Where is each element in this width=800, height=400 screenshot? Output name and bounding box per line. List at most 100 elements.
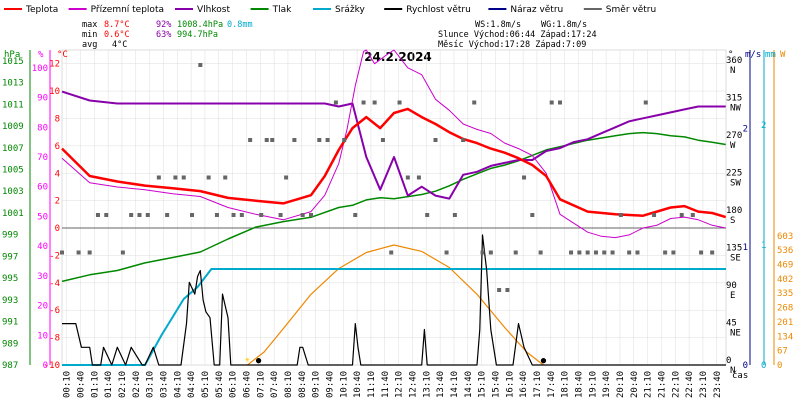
- stat-min-label: min: [82, 30, 97, 40]
- x-tick-29: 14:40: [464, 371, 474, 398]
- x-tick-12: 06:10: [229, 371, 239, 398]
- solar-tick-5: 268: [777, 304, 793, 314]
- x-tick-28: 14:10: [450, 371, 460, 398]
- info-wg: WG:1.8m/s: [541, 20, 587, 30]
- hpa-tick-9: 997: [2, 252, 18, 262]
- wind-dir-point-39: [405, 175, 410, 180]
- x-tick-6: 03:10: [146, 371, 156, 398]
- x-tick-11: 05:40: [215, 371, 225, 398]
- chart-title: 24.2.2024: [364, 50, 432, 64]
- x-tick-24: 12:10: [395, 371, 405, 398]
- stat-max-press: 1008.4hPa: [177, 20, 223, 30]
- wind-dir-point-65: [635, 250, 640, 255]
- hpa-tick-7: 1001: [2, 209, 24, 219]
- celsius-tick-4: 4: [55, 169, 60, 179]
- x-axis-label: čas: [732, 370, 748, 381]
- x-tick-13: 06:40: [242, 371, 252, 398]
- wind-dir-point-4: [104, 213, 109, 217]
- wind-dir-point-62: [610, 250, 615, 255]
- pct-tick-3: 70: [37, 153, 48, 163]
- wind-dir-point-44: [452, 213, 457, 217]
- dir-name-8: N: [730, 366, 735, 376]
- x-tick-46: 23:10: [699, 371, 709, 398]
- x-tick-4: 02:10: [118, 371, 128, 398]
- wind-dir-point-21: [259, 213, 264, 217]
- wind-dir-point-67: [652, 213, 657, 217]
- x-tick-42: 21:10: [644, 371, 654, 398]
- stat-max-label: max: [82, 20, 97, 30]
- info-moon: Měsíc Východ:17:28 Západ:7:09: [438, 40, 586, 50]
- hpa-tick-13: 989: [2, 339, 18, 349]
- stat-max-hum: 92%: [156, 20, 171, 30]
- series-ground-temp: [61, 49, 726, 239]
- solar-tick-8: 67: [777, 347, 788, 357]
- stat-avg-temp: 4°C: [112, 40, 127, 50]
- dir-name-4: S: [730, 216, 735, 226]
- celsius-tick-1: 10: [49, 87, 60, 97]
- wind-dir-point-42: [433, 138, 438, 142]
- wind-dir-point-26: [292, 138, 297, 142]
- legend: Teplota Přízemní teplota Vlhkost Tlak Srážky…: [4, 5, 656, 15]
- hpa-tick-5: 1005: [2, 165, 24, 175]
- dir-axis-label: °: [728, 50, 733, 60]
- wind-dir-point-18: [231, 213, 236, 217]
- x-tick-3: 01:40: [104, 371, 114, 398]
- legend-label-1: Přízemní teplota: [91, 5, 164, 15]
- solar-tick-6: 201: [777, 318, 793, 328]
- rain-tick-1: 1: [761, 241, 766, 251]
- dir-name-1: NW: [730, 104, 741, 114]
- info-block: WS:1.8m/s WG:1.8m/s Slunce Východ:06:44 …: [438, 20, 597, 50]
- info-ws: WS:1.8m/s: [475, 20, 521, 30]
- x-tick-21: 10:40: [353, 371, 363, 398]
- wind-dir-point-17: [223, 175, 228, 180]
- wind-dir-point-11: [173, 175, 178, 180]
- pct-tick-5: 50: [37, 212, 48, 222]
- series-rain: [62, 268, 726, 366]
- dir-tick-2: 270: [726, 131, 742, 141]
- wind-dir-point-54: [538, 250, 543, 255]
- solar-axis-label: W: [780, 50, 786, 60]
- wind-dir-point-52: [522, 175, 527, 180]
- wind-tick-0: 2: [743, 125, 748, 135]
- legend-label-0: Teplota: [25, 5, 58, 15]
- pct-tick-4: 60: [37, 183, 48, 193]
- hpa-axis-label: hPa: [4, 50, 20, 60]
- wind-dir-point-3: [95, 213, 100, 217]
- wind-dir-point-14: [198, 63, 203, 67]
- hpa-tick-0: 1015: [2, 57, 24, 67]
- x-tick-40: 20:10: [616, 371, 626, 398]
- wind-dir-point-66: [643, 100, 648, 105]
- x-tick-39: 19:40: [602, 371, 612, 398]
- x-tick-22: 11:10: [367, 371, 377, 398]
- wind-dir-point-31: [333, 100, 338, 105]
- solar-tick-0: 603: [777, 232, 793, 242]
- dir-tick-5: 135: [726, 244, 742, 254]
- wind-dir-point-20: [248, 138, 253, 142]
- stat-max-rain: 0.8mm: [227, 20, 253, 30]
- pct-tick-7: 30: [37, 272, 48, 282]
- x-tick-43: 21:40: [657, 371, 667, 398]
- x-tick-8: 04:10: [173, 371, 183, 398]
- dir-name-5: SE: [730, 254, 741, 264]
- hpa-tick-3: 1009: [2, 122, 24, 132]
- x-tick-15: 07:40: [270, 371, 280, 398]
- wind-dir-point-49: [497, 288, 502, 292]
- info-sun: Slunce Východ:06:44 Západ:17:24: [438, 30, 597, 40]
- x-tick-14: 07:10: [256, 371, 266, 398]
- dir-tick-4: 180: [726, 206, 742, 216]
- wind-dir-point-48: [488, 250, 493, 255]
- wind-dir-point-45: [461, 138, 466, 142]
- wind-dir-point-53: [530, 213, 535, 217]
- dir-tick-7: 45: [726, 319, 737, 329]
- wind-dir-point-5: [120, 250, 125, 255]
- x-tick-26: 13:10: [422, 371, 432, 398]
- x-tick-16: 08:10: [284, 371, 294, 398]
- wind-dir-point-61: [602, 250, 607, 255]
- celsius-tick-11: -10: [44, 361, 60, 371]
- wind-dir-point-9: [156, 175, 161, 180]
- hpa-tick-4: 1007: [2, 144, 24, 154]
- x-tick-47: 23:40: [713, 371, 723, 398]
- wind-dir-point-51: [513, 250, 518, 255]
- series-pressure: [61, 131, 726, 283]
- wind-dir-point-63: [618, 213, 623, 217]
